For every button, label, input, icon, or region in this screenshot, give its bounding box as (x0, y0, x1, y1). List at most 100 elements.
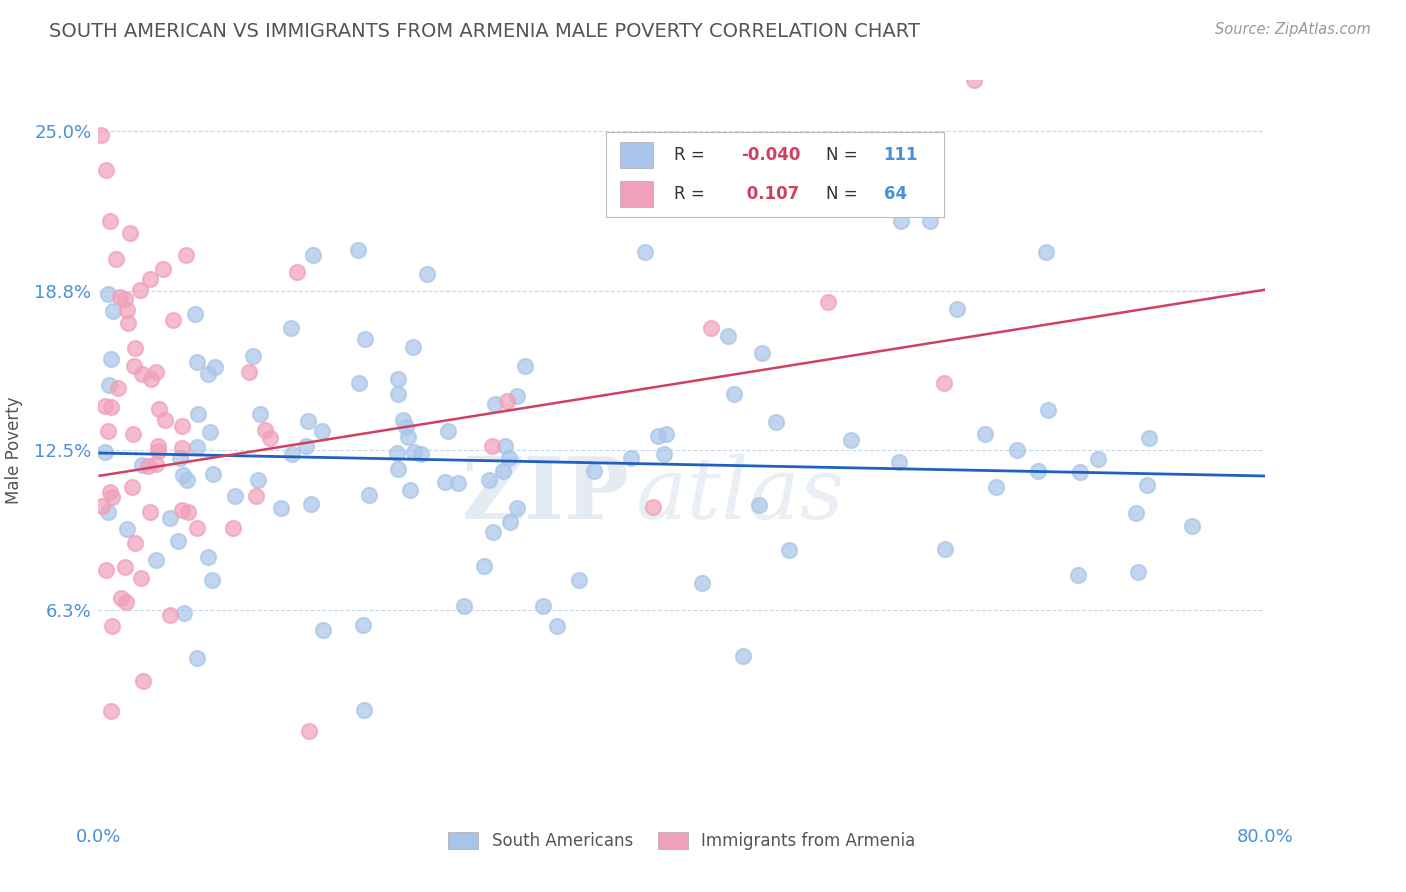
Point (700, 321, 723, 335)
Point (453, 599, 475, 613)
Point (146, 439, 169, 453)
Point (169, 450, 191, 465)
Point (387, 387, 409, 401)
Point (1036, 403, 1059, 417)
Point (101, 619, 124, 633)
Point (145, 457, 167, 471)
Point (301, 247, 323, 261)
Point (506, 500, 529, 515)
Point (100, 352, 122, 367)
Point (1007, 443, 1029, 458)
Point (138, 272, 160, 286)
Point (131, 367, 153, 381)
Point (124, 536, 146, 550)
Point (731, 648, 754, 663)
Point (114, 560, 136, 574)
Point (582, 464, 605, 478)
Point (399, 483, 422, 497)
Point (748, 498, 770, 512)
Point (93, 445, 115, 459)
Point (492, 464, 515, 478)
Point (177, 504, 200, 518)
Text: ZIP: ZIP (461, 453, 630, 537)
Y-axis label: Male Poverty: Male Poverty (6, 397, 22, 504)
Point (354, 331, 377, 345)
Point (184, 307, 207, 321)
Point (91, 499, 114, 513)
Point (172, 418, 194, 433)
Point (447, 476, 470, 491)
Point (146, 443, 169, 458)
Point (201, 467, 224, 482)
Point (416, 267, 439, 281)
Point (974, 426, 997, 441)
Point (259, 431, 281, 445)
Point (224, 489, 246, 503)
Point (299, 497, 322, 511)
Point (121, 480, 143, 494)
Point (506, 389, 529, 403)
Point (107, 381, 129, 395)
Point (751, 346, 773, 360)
Point (546, 619, 568, 633)
Point (201, 573, 224, 587)
Point (136, 459, 159, 474)
Point (249, 407, 271, 421)
Point (98, 378, 121, 392)
Point (409, 447, 432, 461)
Point (198, 425, 221, 440)
Point (285, 265, 308, 279)
Point (498, 450, 520, 465)
Point (1035, 245, 1057, 260)
Point (145, 366, 167, 380)
Point (655, 427, 678, 442)
Point (162, 313, 184, 327)
Point (115, 523, 138, 537)
Point (482, 525, 505, 540)
Point (297, 414, 319, 428)
Point (717, 329, 740, 343)
Point (515, 359, 537, 373)
Point (567, 573, 589, 587)
Point (94, 563, 117, 577)
Point (477, 473, 499, 487)
Point (817, 294, 839, 309)
Point (270, 501, 292, 516)
Point (385, 446, 408, 460)
Point (1136, 478, 1159, 492)
Point (100, 491, 122, 505)
Point (122, 359, 145, 374)
Point (484, 397, 506, 411)
Point (152, 261, 174, 276)
Point (280, 321, 302, 335)
Point (765, 415, 787, 429)
Point (347, 243, 370, 257)
Point (139, 372, 162, 386)
Point (962, 73, 984, 87)
Point (1128, 565, 1150, 579)
Point (153, 413, 176, 427)
Point (204, 359, 226, 374)
Point (167, 533, 190, 548)
Point (172, 503, 194, 517)
Point (1181, 519, 1204, 533)
Point (353, 703, 375, 717)
Point (197, 367, 219, 381)
Point (97, 424, 120, 438)
Point (172, 468, 194, 483)
Point (129, 283, 152, 297)
Point (499, 515, 522, 529)
Point (434, 475, 457, 489)
Point (104, 252, 127, 266)
Point (887, 455, 910, 469)
Point (347, 376, 370, 390)
Point (186, 355, 208, 369)
Point (186, 521, 208, 535)
Point (387, 461, 409, 475)
Point (839, 433, 862, 447)
Point (281, 447, 304, 461)
Point (1069, 465, 1091, 479)
Point (97, 505, 120, 519)
Point (494, 439, 516, 453)
Point (481, 439, 503, 453)
